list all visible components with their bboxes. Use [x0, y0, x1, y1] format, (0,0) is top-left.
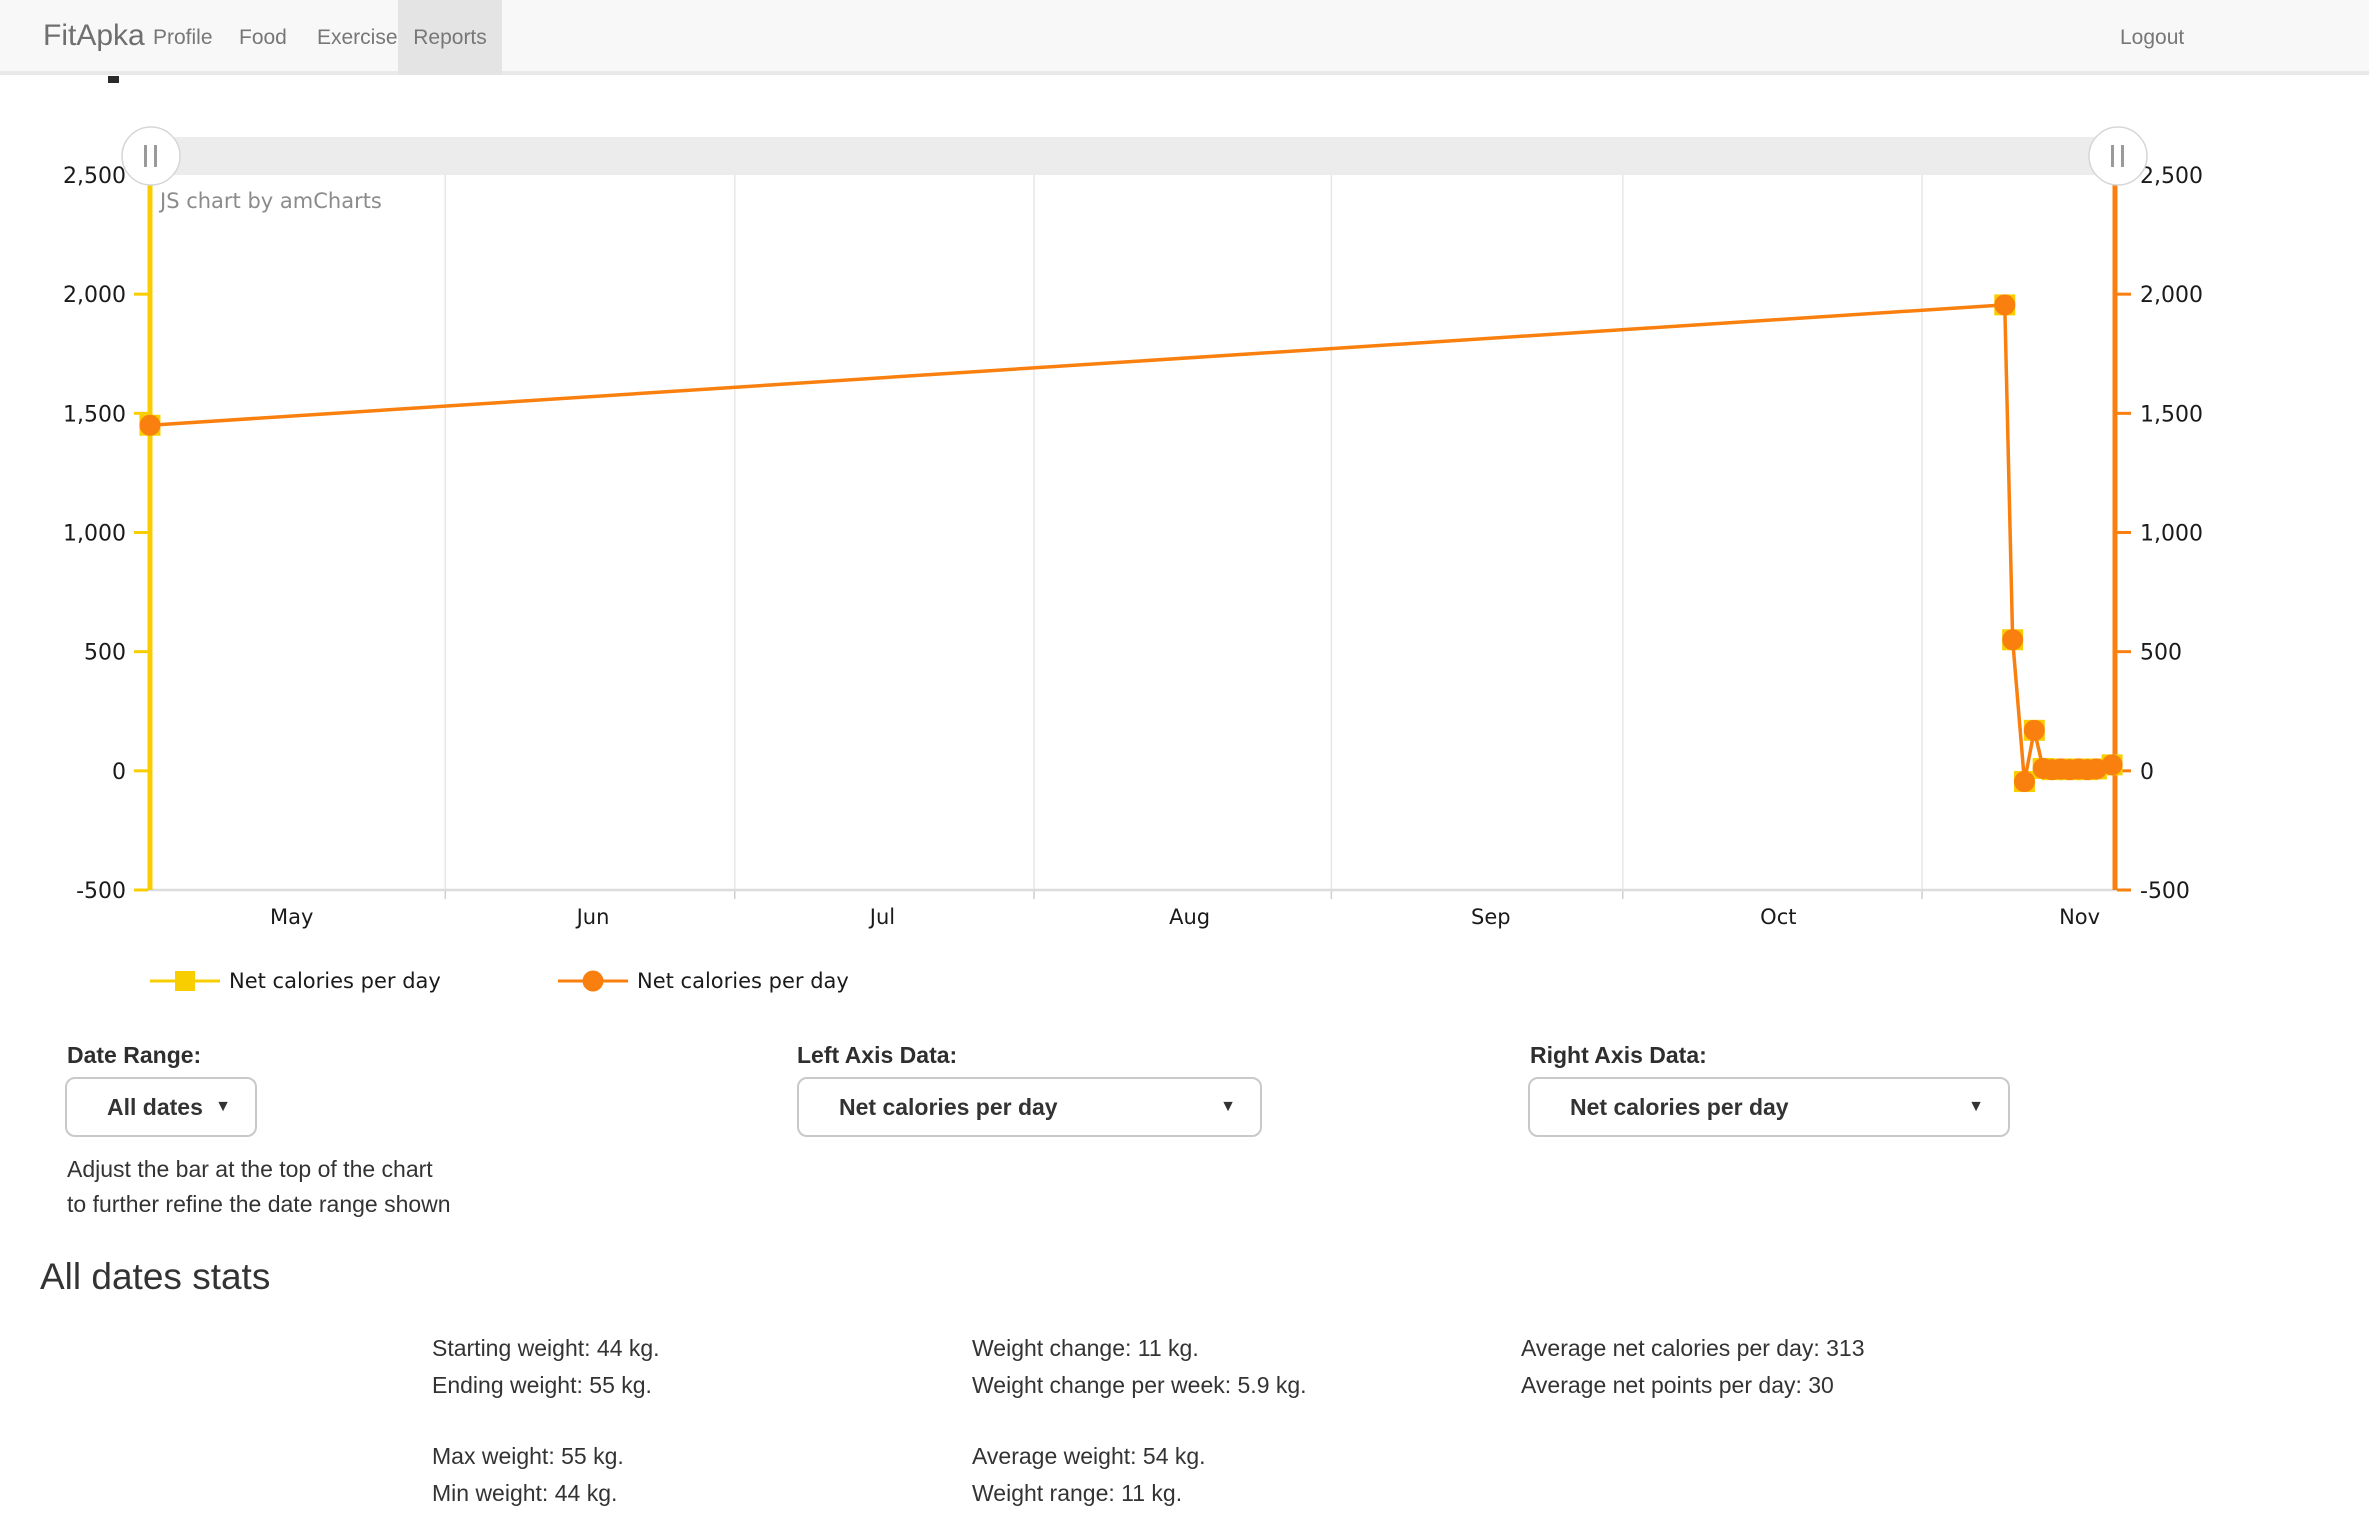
- round-bullet[interactable]: [2013, 771, 2035, 793]
- left-axis-data-label: Left Axis Data:: [797, 1042, 958, 1068]
- stat-line: Average net calories per day: 313: [1521, 1335, 1865, 1361]
- right-axis-tick-label: 0: [2140, 760, 2154, 785]
- legend-circle-marker-icon: [558, 970, 628, 992]
- top-nav: FitApka Profile Food Exercise Reports Lo…: [0, 0, 2369, 75]
- nav-item-logout[interactable]: Logout: [2120, 26, 2185, 49]
- right-axis-tick-label: 1,500: [2140, 402, 2203, 427]
- nav-item-reports[interactable]: Reports: [398, 0, 502, 75]
- left-axis-tick-label: 1,500: [63, 402, 126, 427]
- stat-line: Average weight: 54 kg.: [972, 1443, 1206, 1469]
- legend-item-left-series[interactable]: Net calories per day: [150, 969, 441, 993]
- grip-bar-icon: [144, 145, 147, 167]
- hint-line-2: to further refine the date range shown: [67, 1191, 451, 1217]
- left-axis-tick-label: -500: [76, 879, 126, 904]
- stat-group: Average weight: 54 kg. Weight range: 11 k…: [972, 1438, 1307, 1511]
- month-label-jul: Jul: [868, 905, 895, 929]
- right-axis-tick-label: 1,000: [2140, 522, 2203, 547]
- left-axis-data-value: Net calories per day: [839, 1093, 1058, 1120]
- month-label-jun: Jun: [575, 905, 610, 929]
- chart-range-handle-left[interactable]: [121, 126, 181, 186]
- round-bullet[interactable]: [2101, 754, 2123, 776]
- right-axis-data-value: Net calories per day: [1570, 1093, 1789, 1120]
- date-range-hint: Adjust the bar at the top of the chart t…: [67, 1152, 451, 1222]
- date-range-label: Date Range:: [67, 1042, 202, 1068]
- nav-item-food[interactable]: Food: [239, 26, 287, 49]
- stats-column: Weight change: 11 kg. Weight change per w…: [972, 1330, 1307, 1531]
- net-calories-line: [149, 303, 2113, 782]
- round-bullet[interactable]: [139, 414, 161, 436]
- right-axis-tick-label: 500: [2140, 641, 2182, 666]
- grip-bar-icon: [2121, 145, 2124, 167]
- stat-line: Weight range: 11 kg.: [972, 1479, 1183, 1506]
- right-axis-tick-label: -500: [2140, 879, 2190, 904]
- legend-label: Net calories per day: [637, 969, 849, 993]
- right-axis-data-label: Right Axis Data:: [1530, 1042, 1707, 1068]
- chart-range-handle-right[interactable]: [2088, 126, 2148, 186]
- month-label-may: May: [270, 905, 313, 929]
- stats-column: Starting weight: 44 kg. Ending weight: 55…: [432, 1330, 660, 1531]
- app-brand[interactable]: FitApka: [43, 19, 145, 52]
- stat-line: Starting weight: 44 kg.: [432, 1335, 660, 1361]
- stat-group: Starting weight: 44 kg. Ending weight: 55…: [432, 1330, 660, 1403]
- legend-square-marker-icon: [150, 971, 220, 991]
- date-range-value: All dates: [107, 1093, 203, 1120]
- nav-item-exercise[interactable]: Exercise: [317, 26, 398, 49]
- chevron-down-icon: ▼: [1220, 1098, 1236, 1115]
- chevron-down-icon: ▼: [1968, 1098, 1984, 1115]
- round-bullet[interactable]: [1994, 294, 2016, 316]
- stat-line: Min weight: 44 kg.: [432, 1479, 618, 1506]
- chevron-down-icon: ▼: [215, 1098, 231, 1115]
- stats-heading: All dates stats: [40, 1256, 271, 1297]
- grip-bar-icon: [154, 145, 157, 167]
- hint-line-1: Adjust the bar at the top of the chart: [67, 1156, 433, 1182]
- round-bullet[interactable]: [2085, 758, 2107, 780]
- clipped-content-fragment: [108, 76, 119, 83]
- stat-line: Weight change: 11 kg.: [972, 1335, 1199, 1361]
- grip-bar-icon: [2111, 145, 2114, 167]
- left-axis-tick-label: 0: [112, 760, 126, 785]
- right-axis-tick-label: 2,000: [2140, 283, 2203, 308]
- month-label-aug: Aug: [1169, 905, 1210, 929]
- month-label-sep: Sep: [1471, 905, 1511, 929]
- stats-column: Average net calories per day: 313 Average…: [1521, 1330, 1865, 1438]
- left-axis-tick-label: 500: [84, 641, 126, 666]
- legend-item-right-series[interactable]: Net calories per day: [558, 969, 849, 993]
- round-bullet[interactable]: [2002, 629, 2024, 651]
- amcharts-watermark[interactable]: JS chart by amCharts: [158, 189, 382, 213]
- legend-label: Net calories per day: [229, 969, 441, 993]
- right-axis-tick-label: 2,500: [2140, 164, 2203, 189]
- left-axis-tick-label: 2,500: [63, 164, 126, 189]
- left-axis-tick-label: 2,000: [63, 283, 126, 308]
- stat-group: Weight change: 11 kg. Weight change per w…: [972, 1330, 1307, 1403]
- month-label-nov: Nov: [2059, 905, 2100, 929]
- date-range-select[interactable]: All dates ▼: [65, 1077, 257, 1137]
- left-axis-tick-label: 1,000: [63, 522, 126, 547]
- net-calories-chart: JS chart by amCharts 2,500 2,500 2,000 2,000…: [63, 126, 2203, 929]
- stat-line: Max weight: 55 kg.: [432, 1443, 624, 1469]
- chart-scrollbar-track[interactable]: [148, 137, 2117, 175]
- stat-line: Ending weight: 55 kg.: [432, 1371, 652, 1398]
- nav-item-profile[interactable]: Profile: [153, 26, 213, 49]
- stat-group: Average net calories per day: 313 Average…: [1521, 1330, 1865, 1403]
- left-axis-data-select[interactable]: Net calories per day ▼: [797, 1077, 1262, 1137]
- stat-line: Average net points per day: 30: [1521, 1371, 1834, 1398]
- right-axis-data-select[interactable]: Net calories per day ▼: [1528, 1077, 2010, 1137]
- month-label-oct: Oct: [1760, 905, 1796, 929]
- stat-line: Weight change per week: 5.9 kg.: [972, 1371, 1307, 1398]
- round-bullet[interactable]: [2023, 719, 2045, 741]
- stat-group: Max weight: 55 kg. Min weight: 44 kg.: [432, 1438, 660, 1511]
